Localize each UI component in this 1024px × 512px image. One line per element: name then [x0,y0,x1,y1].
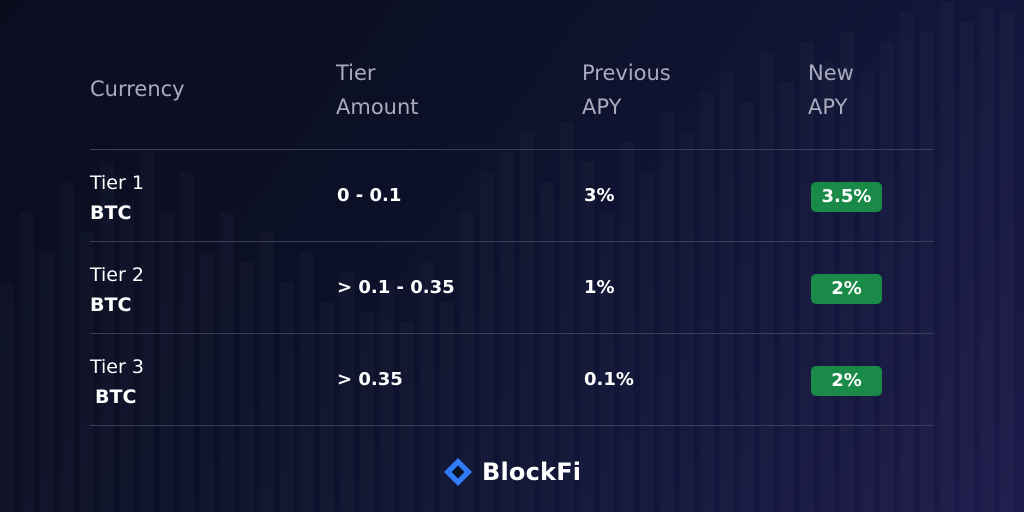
tier-amount-cell: > 0.1 - 0.35 [337,277,455,298]
currency-label: BTC [95,386,137,408]
tier-label: Tier 2 [90,264,144,286]
table-row-tier-1: Tier 1 BTC 0 - 0.1 3% 3.5% [90,150,934,242]
currency-label: BTC [90,294,132,316]
currency-cell: Tier 1 BTC [90,168,144,228]
previous-apy-cell: 0.1% [584,369,634,390]
header-currency: Currency [90,77,185,101]
background-bar [940,2,954,512]
header-tier-amount: Tier Amount [336,61,419,119]
previous-apy-cell: 3% [584,185,615,206]
table-row-tier-2: Tier 2 BTC > 0.1 - 0.35 1% 2% [90,242,934,334]
brand-logo: BlockFi [442,455,581,489]
tier-amount-cell: > 0.35 [337,369,403,390]
background-bar [1000,12,1014,512]
background-bar [980,7,994,512]
background-bar [0,282,14,512]
brand-name: BlockFi [482,458,582,486]
new-apy-badge: 3.5% [811,182,882,212]
background-bar [960,22,974,512]
background-bar [40,252,54,512]
blockfi-diamond-logo-icon [444,458,472,486]
background-bar [60,182,74,512]
new-apy-badge: 2% [811,366,882,396]
currency-cell: Tier 2 BTC [90,260,144,320]
currency-cell: Tier 3 BTC [90,352,144,412]
header-new-apy: New APY [808,61,854,119]
new-apy-badge: 2% [811,274,882,304]
header-previous-apy: Previous APY [582,61,671,119]
table-header: Currency Tier Amount Previous APY New AP… [90,48,934,150]
tier-amount-cell: 0 - 0.1 [337,185,402,206]
background-bar [20,212,34,512]
previous-apy-cell: 1% [584,277,615,298]
table-row-tier-3: Tier 3 BTC > 0.35 0.1% 2% [90,334,934,426]
currency-label: BTC [90,202,132,224]
tier-label: Tier 3 [90,356,144,378]
tier-label: Tier 1 [90,172,144,194]
apy-rates-table: Currency Tier Amount Previous APY New AP… [90,48,934,426]
